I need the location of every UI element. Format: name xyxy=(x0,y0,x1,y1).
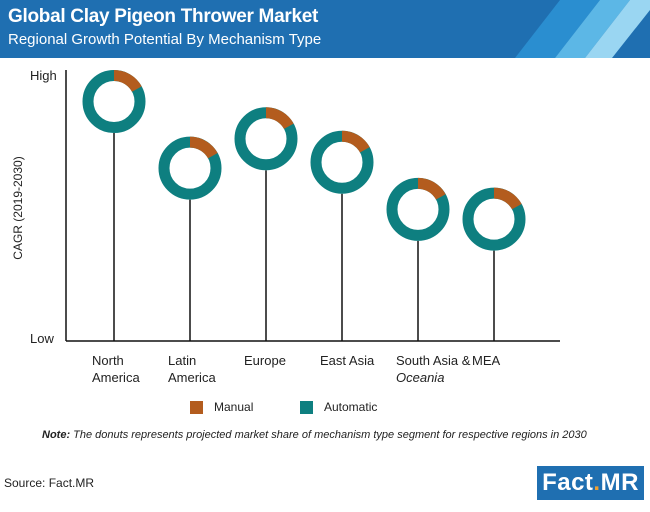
y-low-label: Low xyxy=(30,331,54,346)
chart-plot-area xyxy=(65,70,560,342)
note-prefix: Note: xyxy=(42,429,71,441)
legend-swatch-manual xyxy=(190,401,203,414)
legend-swatch-automatic xyxy=(300,401,313,414)
donut-manual-latin-america xyxy=(158,136,222,200)
donut-manual-east-asia xyxy=(310,130,374,194)
donut-automatic-north-america xyxy=(82,70,146,134)
chart-subtitle: Regional Growth Potential By Mechanism T… xyxy=(8,31,322,48)
chart-note: Note: The donuts represents projected ma… xyxy=(42,427,602,444)
x-label-east-asia: East Asia xyxy=(320,353,375,368)
x-label-north-america: North America xyxy=(92,353,140,385)
donut-manual-south-asia-oceania xyxy=(386,177,450,241)
header-stripes-decoration xyxy=(515,0,650,58)
x-label-south-asia-oceania: South Asia & Oceania xyxy=(396,353,471,385)
donut-manual-europe xyxy=(234,107,298,171)
legend-label-automatic: Automatic xyxy=(324,400,378,414)
x-label-europe: Europe xyxy=(244,353,286,368)
legend-label-manual: Manual xyxy=(214,400,254,414)
source-label: Source: Fact.MR xyxy=(4,476,95,490)
y-high-label: High xyxy=(30,68,57,83)
chart-title: Global Clay Pigeon Thrower Market xyxy=(8,6,319,27)
x-label-mea: MEA xyxy=(472,353,501,368)
donut-manual-mea xyxy=(462,187,526,251)
factmr-logo: Fact.MR xyxy=(537,466,644,500)
x-label-latin-america: Latin America xyxy=(168,353,216,385)
note-text: The donuts represents projected market s… xyxy=(70,429,587,441)
header-banner: Global Clay Pigeon Thrower Market Region… xyxy=(0,0,650,58)
